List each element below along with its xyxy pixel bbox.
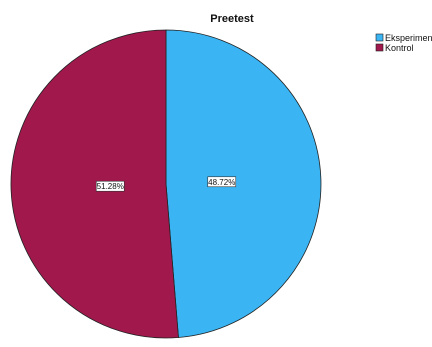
data-label-text-kontrol: 51.28% (97, 182, 124, 191)
legend-item-eksperimen: Eksperimen (375, 33, 432, 43)
pie-slices (10, 29, 322, 339)
pie-slice-kontrol (10, 29, 179, 339)
legend-label-eksperimen: Eksperimen (385, 33, 432, 43)
data-label-kontrol: 51.28% (95, 180, 125, 192)
data-label-eksperimen: 48.72% (207, 176, 237, 188)
legend-swatch-eksperimen (375, 33, 384, 42)
legend-label-kontrol: Kontrol (385, 43, 414, 53)
data-label-box-eksperimen (207, 176, 237, 188)
data-label-box-kontrol (95, 180, 125, 192)
chart-title: Preetest (210, 13, 254, 25)
pie-data-labels: 48.72% 51.28% (95, 176, 237, 192)
legend-item-kontrol: Kontrol (375, 43, 414, 53)
data-label-text-eksperimen: 48.72% (208, 178, 235, 187)
pie-slice-eksperimen (165, 29, 322, 338)
legend-swatch-kontrol (375, 43, 384, 52)
